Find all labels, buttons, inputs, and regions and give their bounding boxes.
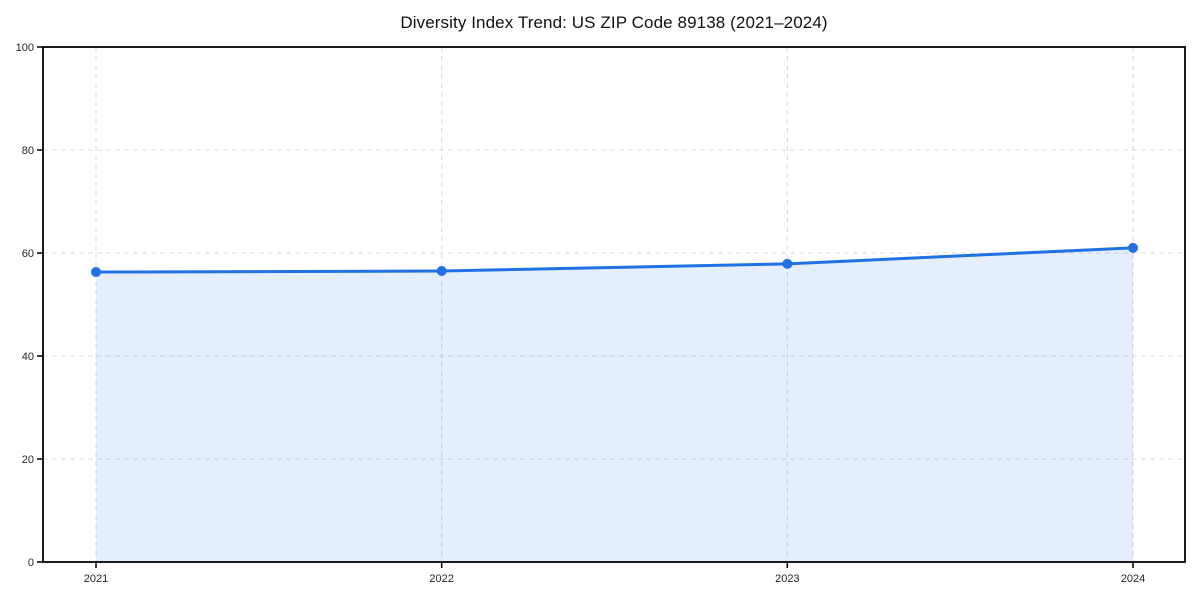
- plot-border: [42, 46, 1186, 563]
- y-tick-label: 40: [22, 351, 34, 363]
- trend-line: [94, 246, 1135, 274]
- y-tick-label: 0: [28, 557, 34, 569]
- data-point: [91, 267, 101, 278]
- y-tick-label: 20: [22, 454, 34, 466]
- y-tick-label: 80: [22, 145, 34, 157]
- x-tick-label: 2021: [84, 573, 108, 585]
- data-point: [1128, 242, 1138, 253]
- area-fill: [96, 247, 1133, 562]
- chart-title: Diversity Index Trend: US ZIP Code 89138…: [400, 13, 828, 32]
- x-tick-label: 2022: [429, 573, 453, 585]
- y-tick-label: 60: [22, 248, 34, 260]
- data-point: [782, 258, 793, 269]
- y-tick-label: 100: [16, 42, 34, 54]
- x-tick-label: 2024: [1121, 573, 1145, 585]
- data-point: [436, 266, 447, 277]
- x-tick-label: 2023: [775, 573, 799, 585]
